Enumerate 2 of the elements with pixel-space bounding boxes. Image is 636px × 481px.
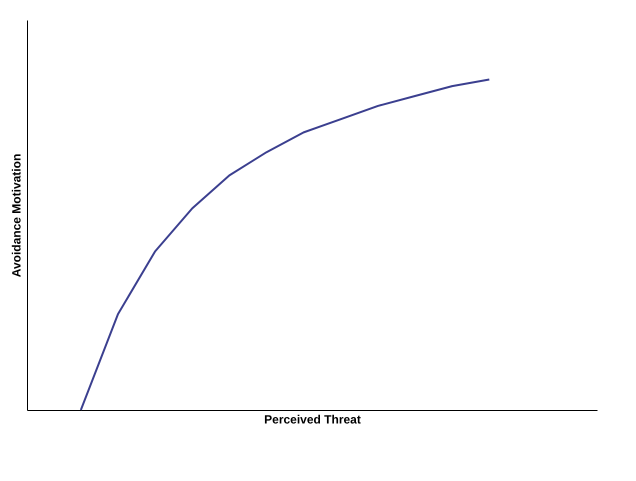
x-axis-title: Perceived Threat <box>264 412 361 426</box>
y-axis-title: Avoidance Motivation <box>10 154 24 278</box>
